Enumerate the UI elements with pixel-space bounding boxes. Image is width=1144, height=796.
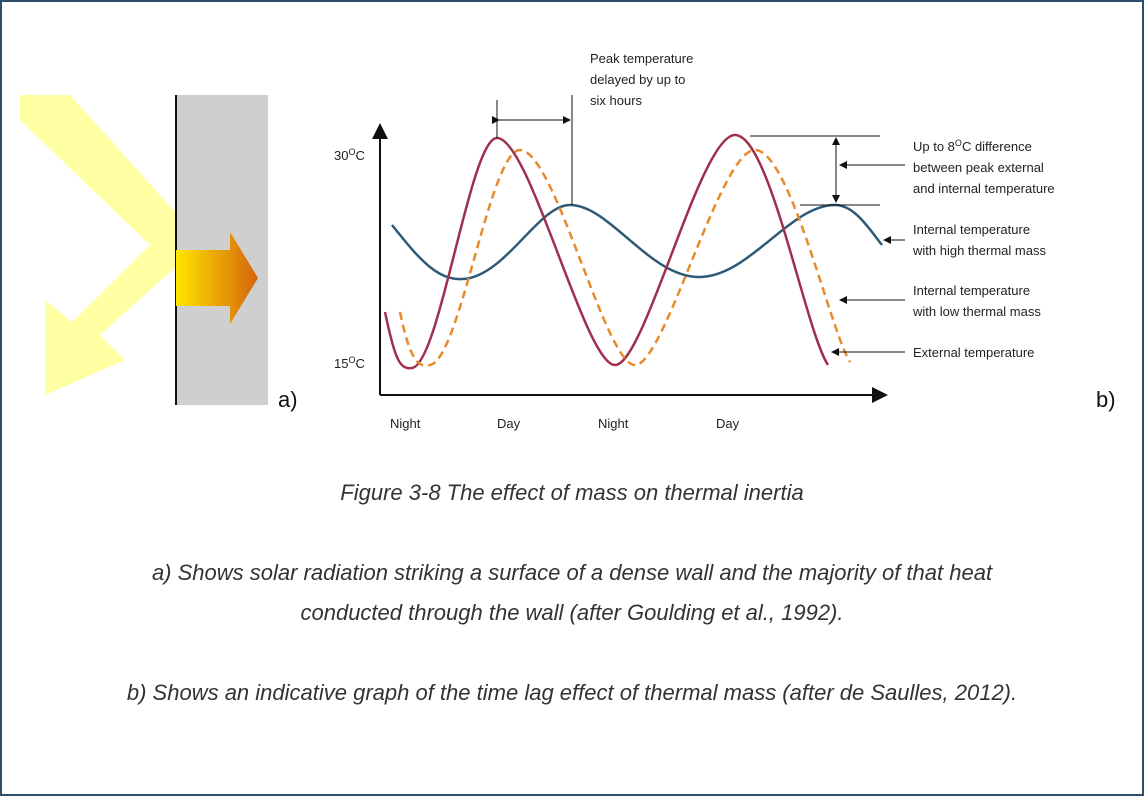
annotation: Peak temperature <box>590 51 693 66</box>
legend-text: Internal temperature <box>913 222 1030 237</box>
y-label-unit: C <box>355 356 364 371</box>
legend-text: External temperature <box>913 345 1034 360</box>
x-label: Night <box>390 416 421 431</box>
annotation: Up to 8OC difference <box>913 138 1032 154</box>
y-label-unit: C <box>355 148 364 163</box>
x-label: Day <box>716 416 740 431</box>
note: conducted through the wall (after Gouldi… <box>300 600 843 625</box>
annotation-part: C difference <box>962 139 1032 154</box>
note: a) Shows solar radiation striking a surf… <box>152 560 993 585</box>
y-label-number: 30 <box>334 148 348 163</box>
annotation: delayed by up to <box>590 72 685 87</box>
annotation: and internal temperature <box>913 181 1055 196</box>
y-label-sup: O <box>348 355 355 365</box>
x-label: Night <box>598 416 629 431</box>
legend-text: with low thermal mass <box>912 304 1041 319</box>
graph <box>372 95 905 403</box>
caption: Figure 3-8 The effect of mass on thermal… <box>340 480 803 505</box>
legend-text: with high thermal mass <box>912 243 1046 258</box>
y-label-number: 15 <box>334 356 348 371</box>
wall-diagram <box>20 95 268 405</box>
panel-label: b) <box>1096 387 1116 412</box>
y-label: 15OC <box>334 355 365 371</box>
annotation-part: Up to 8 <box>913 139 955 154</box>
y-label-sup: O <box>348 147 355 157</box>
x-label: Day <box>497 416 521 431</box>
panel-label: a) <box>278 387 298 412</box>
y-label: 30OC <box>334 147 365 163</box>
annotation: six hours <box>590 93 643 108</box>
note: b) Shows an indicative graph of the time… <box>127 680 1017 705</box>
legend-text: Internal temperature <box>913 283 1030 298</box>
annotation-sup: O <box>955 138 962 148</box>
annotation: between peak external <box>913 160 1044 175</box>
